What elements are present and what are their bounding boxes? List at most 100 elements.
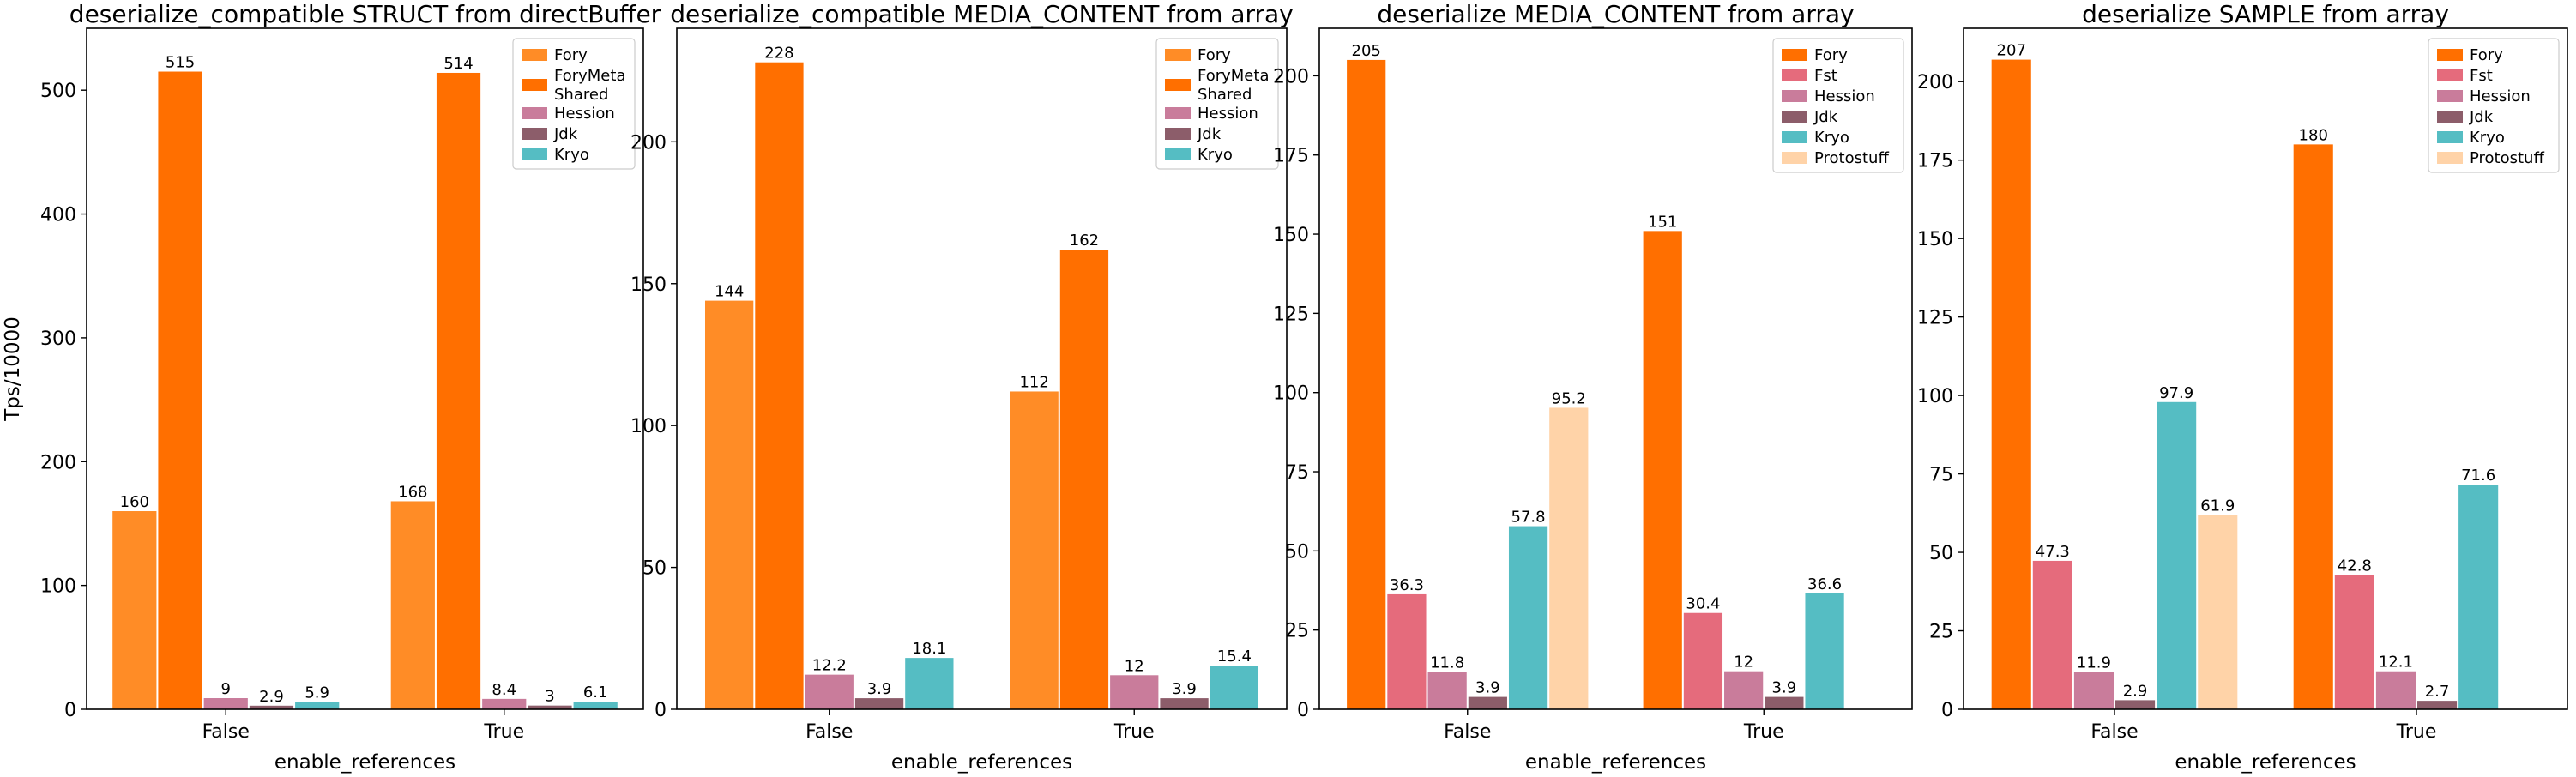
- data-label: 151: [1648, 213, 1677, 231]
- legend-label: Hession: [1198, 105, 1258, 123]
- legend-swatch-jdk: [1782, 111, 1807, 123]
- data-label: 180: [2299, 126, 2328, 144]
- data-label: 205: [1352, 42, 1381, 60]
- bar-kryo-false: [295, 702, 340, 709]
- y-tick-label: 300: [40, 328, 76, 350]
- y-tick-label: 150: [1917, 229, 1953, 250]
- legend-label: Fory: [554, 46, 588, 64]
- legend-label: Fst: [2470, 67, 2493, 85]
- legend-swatch-jdk: [1165, 128, 1191, 140]
- y-tick-label: 150: [630, 274, 667, 296]
- bar-jdk-true: [1160, 698, 1209, 709]
- bar-fst-true: [1683, 612, 1723, 709]
- legend-swatch-hession: [2437, 90, 2463, 102]
- bar-fory-true: [2293, 144, 2333, 709]
- y-tick-label: 25: [1285, 621, 1309, 642]
- x-tick-label: True: [2396, 721, 2437, 743]
- legend-swatch-kryo: [522, 148, 547, 160]
- data-label: 47.3: [2036, 543, 2070, 561]
- data-label: 12: [1125, 657, 1144, 675]
- data-label: 2.7: [2425, 683, 2450, 701]
- legend-label: Protostuff: [2470, 149, 2544, 167]
- data-label: 11.9: [2077, 654, 2111, 672]
- y-tick-label: 100: [1917, 386, 1953, 407]
- bar-hession-false: [1427, 672, 1467, 709]
- legend-label: Jdk: [553, 125, 578, 143]
- data-label: 144: [715, 283, 744, 301]
- bar-fory-true: [390, 501, 435, 709]
- bar-forymetashared-false: [755, 62, 804, 709]
- chart-title: deserialize_compatible STRUCT from direc…: [69, 0, 661, 28]
- legend-swatch-fory: [522, 49, 547, 61]
- data-label: 36.6: [1807, 575, 1842, 593]
- bar-fory-false: [1347, 59, 1386, 709]
- legend-swatch-fory: [1165, 49, 1191, 61]
- data-label: 3.9: [1772, 679, 1797, 697]
- x-axis-label: enable_references: [2175, 751, 2356, 774]
- legend-label: ForyMeta Shared: [1198, 67, 1269, 104]
- data-label: 3: [545, 688, 554, 706]
- data-label: 8.4: [492, 681, 516, 699]
- bar-hession-true: [2375, 671, 2416, 709]
- bar-fory-true: [1010, 391, 1059, 709]
- data-label: 160: [120, 493, 149, 511]
- data-label: 95.2: [1552, 389, 1586, 407]
- y-axis-label: Tps/10000: [2, 316, 24, 422]
- data-label: 168: [398, 483, 427, 501]
- legend-label: ForyMeta Shared: [554, 67, 625, 104]
- legend-label: Hession: [2470, 87, 2531, 105]
- bar-hession-false: [805, 674, 854, 709]
- bar-forymetashared-false: [158, 71, 202, 709]
- bar-hession-false: [2073, 672, 2114, 709]
- legend-swatch-jdk: [522, 128, 547, 140]
- bar-hession-true: [1724, 671, 1764, 709]
- x-tick-label: False: [805, 721, 853, 743]
- bar-fory-false: [704, 300, 754, 709]
- bar-jdk-false: [854, 698, 904, 709]
- bar-fst-false: [2032, 560, 2072, 709]
- data-label: 5.9: [305, 684, 329, 702]
- data-label: 207: [1997, 42, 2026, 60]
- bar-jdk-false: [249, 705, 294, 709]
- bar-kryo-true: [1805, 593, 1844, 709]
- legend-label: Fory: [1198, 46, 1231, 64]
- y-tick-label: 200: [630, 132, 667, 154]
- legend: Fory Fst Hession Jdk Kryo Protostuff: [1772, 38, 1904, 173]
- data-label: 9: [221, 680, 231, 698]
- legend-swatch-fst: [2437, 69, 2463, 81]
- y-tick-label: 125: [1917, 308, 1953, 329]
- chart-title: deserialize SAMPLE from array: [2082, 0, 2449, 28]
- data-label: 18.1: [912, 640, 946, 658]
- data-label: 36.3: [1390, 576, 1424, 594]
- bar-forymetashared-true: [436, 72, 481, 710]
- x-tick-label: True: [1743, 721, 1784, 743]
- x-axis-label: enable_references: [274, 751, 455, 774]
- data-label: 30.4: [1686, 595, 1720, 613]
- bar-fst-false: [1387, 593, 1427, 709]
- data-label: 514: [443, 55, 473, 73]
- y-tick-label: 75: [1929, 465, 1953, 486]
- legend-label: Fory: [1814, 46, 1848, 64]
- legend-swatch-forymetashared: [522, 79, 547, 91]
- legend-label: Protostuff: [1814, 149, 1889, 167]
- y-tick-label: 400: [40, 205, 76, 226]
- bar-fst-true: [2334, 575, 2374, 709]
- axes-frame: [1318, 27, 1913, 710]
- y-tick-label: 175: [1917, 151, 1953, 172]
- x-tick-label: True: [483, 721, 524, 743]
- y-tick-label: 50: [642, 558, 667, 580]
- bar-jdk-false: [2115, 700, 2156, 709]
- y-tick-label: 200: [1273, 66, 1309, 87]
- axes-frame: [1963, 27, 2568, 710]
- legend-swatch-fory: [1782, 49, 1807, 61]
- bar-fory-false: [1991, 59, 2031, 710]
- bar-jdk-true: [2417, 701, 2458, 709]
- y-tick-label: 175: [1273, 146, 1309, 167]
- y-tick-label: 50: [1285, 541, 1309, 563]
- legend-swatch-forymetashared: [1165, 79, 1191, 91]
- legend-swatch-hession: [1782, 90, 1807, 102]
- legend-swatch-jdk: [2437, 111, 2463, 123]
